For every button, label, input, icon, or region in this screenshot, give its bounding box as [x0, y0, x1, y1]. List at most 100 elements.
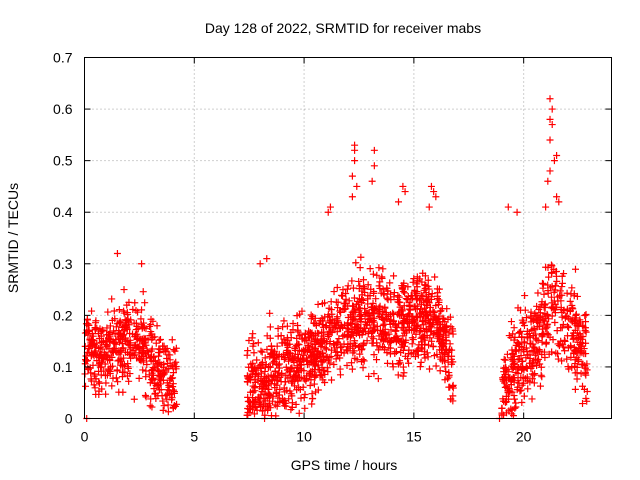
data-point — [553, 277, 561, 285]
data-point — [258, 406, 266, 414]
data-point — [504, 388, 512, 396]
data-point — [413, 347, 421, 355]
data-point — [337, 308, 345, 316]
data-point — [416, 296, 424, 304]
data-point — [108, 382, 116, 390]
data-point — [340, 305, 348, 313]
data-point — [259, 380, 267, 388]
data-point — [121, 321, 129, 329]
data-point — [344, 282, 352, 290]
data-point — [106, 322, 114, 330]
data-point — [390, 272, 398, 280]
data-point — [540, 301, 548, 309]
data-point — [519, 319, 527, 327]
data-point — [432, 301, 440, 309]
data-point — [381, 329, 389, 337]
data-point — [149, 366, 157, 374]
data-point — [369, 299, 377, 307]
data-point — [285, 357, 293, 365]
data-point — [570, 292, 578, 300]
data-point — [424, 276, 432, 284]
data-point — [571, 347, 579, 355]
data-point — [505, 385, 513, 393]
data-point — [379, 265, 387, 273]
data-point — [370, 146, 378, 154]
data-point — [356, 264, 364, 272]
data-point — [373, 271, 381, 279]
data-point — [384, 296, 392, 304]
data-point — [575, 334, 583, 342]
data-point — [383, 294, 391, 302]
data-point — [148, 403, 156, 411]
data-point — [564, 344, 572, 352]
data-point — [130, 395, 138, 403]
data-point — [344, 328, 352, 336]
data-point — [266, 323, 274, 331]
data-point — [399, 338, 407, 346]
data-point — [386, 279, 394, 287]
data-point — [340, 340, 348, 348]
data-point — [324, 208, 332, 216]
data-point — [115, 388, 123, 396]
data-point — [114, 378, 122, 386]
data-point — [129, 305, 137, 313]
data-point — [395, 198, 403, 206]
data-point — [148, 345, 156, 353]
data-point — [375, 304, 383, 312]
data-point — [425, 341, 433, 349]
data-point — [163, 379, 171, 387]
data-point — [249, 330, 257, 338]
data-point — [106, 335, 114, 343]
data-point — [581, 312, 589, 320]
data-point — [405, 359, 413, 367]
data-point — [154, 381, 162, 389]
data-point — [536, 360, 544, 368]
data-point — [442, 323, 450, 331]
data-point — [154, 359, 162, 367]
data-point — [521, 306, 529, 314]
data-point — [366, 292, 374, 300]
data-point — [575, 345, 583, 353]
data-point — [539, 284, 547, 292]
data-point — [115, 327, 123, 335]
data-point — [433, 320, 441, 328]
data-point — [529, 340, 537, 348]
data-point — [140, 334, 148, 342]
data-point — [407, 295, 415, 303]
data-point — [243, 372, 251, 380]
data-point — [420, 350, 428, 358]
data-point — [332, 348, 340, 356]
data-point — [89, 350, 97, 358]
data-point — [370, 351, 378, 359]
data-point — [403, 295, 411, 303]
data-point — [132, 306, 140, 314]
data-point — [511, 333, 519, 341]
data-point — [101, 360, 109, 368]
data-point — [370, 314, 378, 322]
data-point — [518, 398, 526, 406]
data-point — [104, 365, 112, 373]
data-point — [87, 340, 95, 348]
data-point — [287, 406, 295, 414]
data-point — [447, 395, 455, 403]
data-point — [95, 367, 103, 375]
data-point — [160, 370, 168, 378]
data-point — [422, 281, 430, 289]
data-point — [537, 363, 545, 371]
data-point — [408, 334, 416, 342]
data-point — [81, 342, 89, 350]
data-point — [111, 345, 119, 353]
data-point — [429, 307, 437, 315]
data-point — [348, 359, 356, 367]
data-point — [268, 346, 276, 354]
data-point — [155, 336, 163, 344]
data-point — [536, 382, 544, 390]
data-point — [117, 357, 125, 365]
data-point — [422, 293, 430, 301]
data-point — [558, 357, 566, 365]
data-point — [445, 383, 453, 391]
data-point — [312, 344, 320, 352]
data-point — [283, 322, 291, 330]
data-point — [245, 336, 253, 344]
data-point — [377, 289, 385, 297]
